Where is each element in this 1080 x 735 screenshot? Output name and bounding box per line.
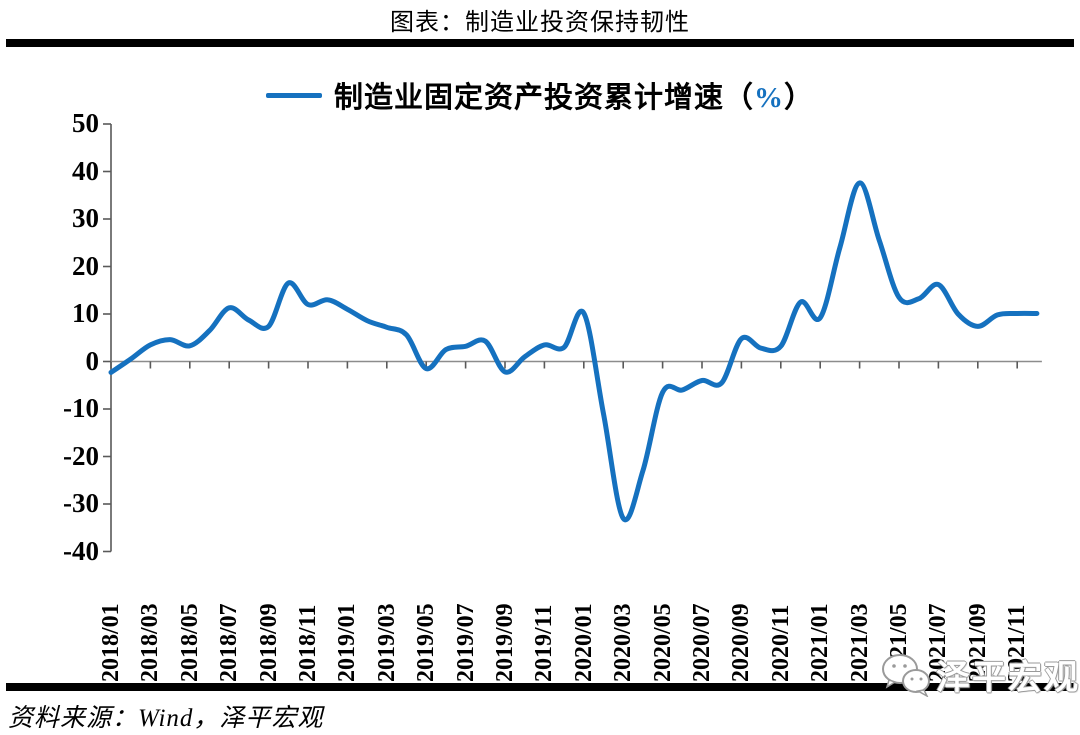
legend-label-close: ） (784, 82, 815, 114)
x-tick-label: 2020/03 (610, 603, 637, 682)
x-tick-label: 2021/01 (807, 603, 834, 682)
y-tick-label: 0 (85, 345, 100, 376)
legend-percent-sign: % (754, 82, 784, 114)
x-tick-label: 2018/07 (216, 603, 243, 682)
x-tick-label: 2019/01 (334, 603, 361, 682)
y-tick-label: -20 (63, 440, 99, 471)
x-tick-label: 2019/11 (531, 604, 558, 682)
x-tick-label: 2021/03 (846, 603, 873, 682)
x-tick-label: 2018/03 (137, 603, 164, 682)
x-tick-label: 2020/07 (689, 603, 715, 682)
x-tick-label: 2019/05 (413, 603, 440, 682)
wechat-logo-icon (882, 653, 930, 697)
y-tick-label: 50 (72, 108, 99, 138)
x-tick-label: 2020/09 (728, 603, 755, 682)
y-tick-label: -10 (63, 393, 99, 423)
source-note: 资料来源：Wind，泽平宏观 (8, 705, 324, 732)
x-tick-label: 2018/09 (255, 603, 282, 682)
x-tick-label: 2020/05 (649, 603, 676, 682)
bottom-divider (6, 683, 1074, 691)
line-chart-plot (103, 123, 1042, 553)
y-tick-label: 40 (72, 155, 99, 186)
watermark-text: 泽平宏观 (936, 660, 1080, 697)
y-tick-label: -40 (63, 535, 99, 566)
x-tick-label: 2019/07 (452, 603, 479, 682)
watermark: 泽平宏观 (880, 650, 1080, 699)
y-tick-label: 10 (72, 298, 99, 328)
legend-series-label: 制造业固定资产投资累计增速（%） (334, 74, 814, 116)
x-tick-label: 2020/11 (767, 604, 794, 682)
legend-label-text: 制造业固定资产投资累计增速（ (333, 82, 754, 114)
legend: 制造业固定资产投资累计增速（%） (0, 74, 1080, 116)
x-tick-label: 2018/05 (176, 603, 203, 682)
y-tick-label: 30 (72, 203, 99, 233)
y-tick-label: 20 (72, 250, 99, 281)
x-tick-label: 2018/11 (295, 604, 321, 682)
x-tick-label: 2019/09 (492, 603, 518, 682)
x-tick-label: 2018/01 (98, 603, 124, 682)
series-line (108, 180, 1040, 523)
legend-line-swatch (265, 92, 322, 98)
top-divider (6, 39, 1074, 47)
y-tick-label: -30 (63, 488, 99, 518)
page-title: 图表：制造业投资保持韧性 (390, 10, 690, 36)
x-tick-label: 2020/01 (570, 603, 597, 682)
x-tick-label: 2019/03 (373, 603, 400, 682)
